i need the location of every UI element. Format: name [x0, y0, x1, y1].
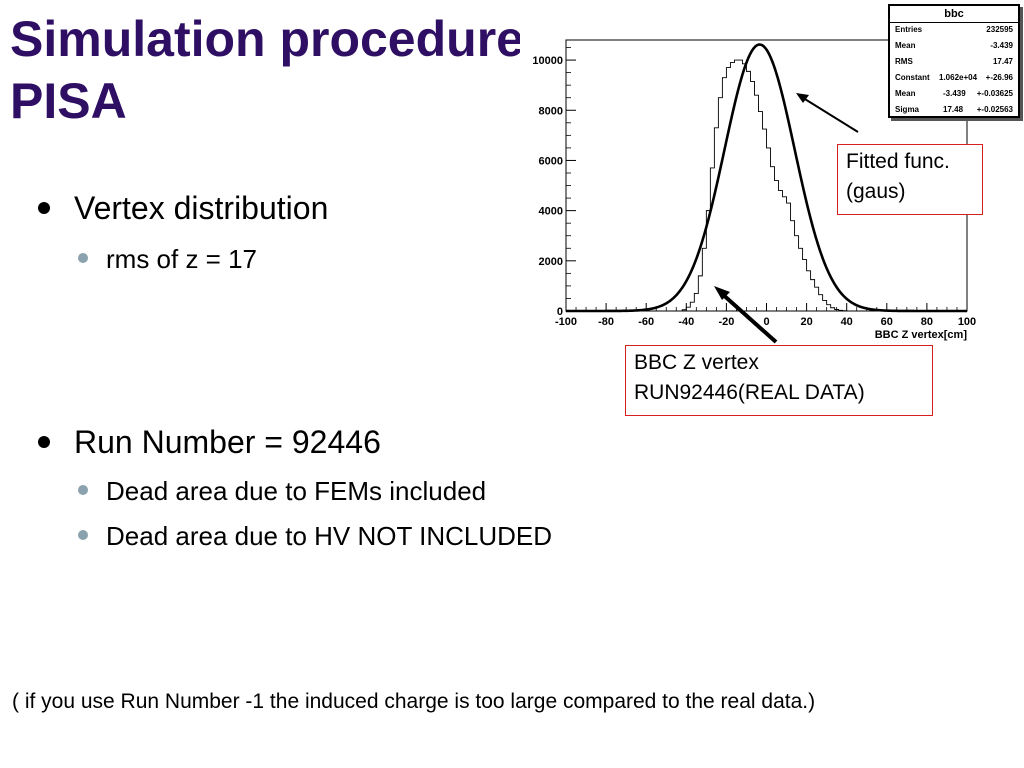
x-tick-label: 60 — [881, 316, 893, 328]
sub-bullet-item: rms of z = 17 — [78, 244, 257, 275]
y-tick-label: 8000 — [539, 105, 563, 117]
fit-curve-series — [566, 43, 967, 313]
sub-bullet-dot-icon — [78, 530, 88, 541]
sub-bullet-dot-icon — [78, 485, 88, 496]
x-tick-label: -40 — [678, 316, 694, 328]
stats-row: Constant 1.062e+04 +-26.96 — [895, 73, 1013, 89]
bullet-text: Vertex distribution — [74, 190, 329, 226]
x-tick-label: 40 — [841, 316, 853, 328]
data-callout: BBC Z vertex RUN92446(REAL DATA) — [625, 345, 933, 416]
y-tick-label: 6000 — [539, 155, 563, 167]
y-tick-label: 2000 — [539, 256, 563, 268]
callout-line: Fitted func. — [846, 150, 950, 173]
fit-callout: Fitted func. (gaus) — [837, 144, 983, 215]
callout-line: (gaus) — [846, 180, 906, 203]
stats-error: +-26.96 — [985, 73, 1013, 82]
stats-value: 17.47 — [992, 57, 1013, 66]
sub-bullet-text: rms of z = 17 — [106, 244, 257, 274]
histogram-series — [566, 59, 967, 312]
x-tick-label: -60 — [638, 316, 654, 328]
stats-error: +-0.02563 — [976, 105, 1013, 114]
sub-bullet-item: Dead area due to FEMs included — [78, 476, 486, 507]
x-axis-label: BBC Z vertex[cm] — [875, 329, 968, 341]
bullet-item: Vertex distribution — [38, 190, 328, 227]
stats-label: Entries — [895, 25, 923, 34]
slide-title: Simulation procedure PISA — [10, 8, 524, 132]
stats-value: -3.439 — [943, 89, 966, 98]
stats-label: Sigma — [895, 105, 920, 114]
stats-error: +-0.03625 — [976, 89, 1013, 98]
stats-label: RMS — [895, 57, 913, 66]
stats-box: bbc Entries 232595 Mean -3.439 RMS 17.47… — [888, 4, 1020, 118]
bullet-dot-icon — [38, 435, 50, 448]
stats-label: Constant — [895, 73, 930, 82]
bullet-dot-icon — [38, 201, 50, 214]
stats-value: 17.48 — [943, 105, 964, 114]
stats-row: Sigma 17.48 +-0.02563 — [895, 105, 1013, 121]
histogram-layer — [566, 59, 967, 312]
stats-value: -3.439 — [990, 41, 1013, 50]
stats-box-title: bbc — [890, 6, 1018, 23]
callout-line: BBC Z vertex — [634, 351, 759, 374]
x-tick-label: -100 — [555, 316, 577, 328]
title-line-1: Simulation procedure — [10, 11, 524, 67]
stats-row: Mean -3.439 — [895, 41, 1013, 57]
x-tick-label: 20 — [800, 316, 812, 328]
stats-row: Mean -3.439 +-0.03625 — [895, 89, 1013, 105]
y-tick-label: 10000 — [532, 55, 563, 67]
stats-row: Entries 232595 — [895, 25, 1013, 41]
stats-value: 232595 — [986, 25, 1013, 34]
y-tick-label: 0 — [557, 306, 563, 318]
footnote: ( if you use Run Number -1 the induced c… — [12, 690, 816, 713]
y-tick-label: 4000 — [539, 206, 563, 218]
fit-layer — [566, 43, 967, 313]
sub-bullet-text: Dead area due to HV NOT INCLUDED — [106, 521, 553, 551]
sub-bullet-dot-icon — [78, 253, 88, 264]
stats-label: Mean — [895, 89, 916, 98]
x-tick-label: -20 — [718, 316, 734, 328]
x-tick-label: 100 — [958, 316, 976, 328]
title-line-2: PISA — [10, 73, 127, 129]
x-tick-label: 80 — [921, 316, 933, 328]
stats-row: RMS 17.47 — [895, 57, 1013, 73]
stats-label: Mean — [895, 41, 916, 50]
bullet-item: Run Number = 92446 — [38, 424, 381, 461]
bullet-text: Run Number = 92446 — [74, 424, 381, 460]
x-tick-label: -80 — [598, 316, 614, 328]
sub-bullet-text: Dead area due to FEMs included — [106, 476, 487, 506]
sub-bullet-item: Dead area due to HV NOT INCLUDED — [78, 521, 552, 552]
stats-value: 1.062e+04 — [939, 73, 978, 82]
x-tick-label: 0 — [763, 316, 769, 328]
callout-line: RUN92446(REAL DATA) — [634, 381, 865, 404]
